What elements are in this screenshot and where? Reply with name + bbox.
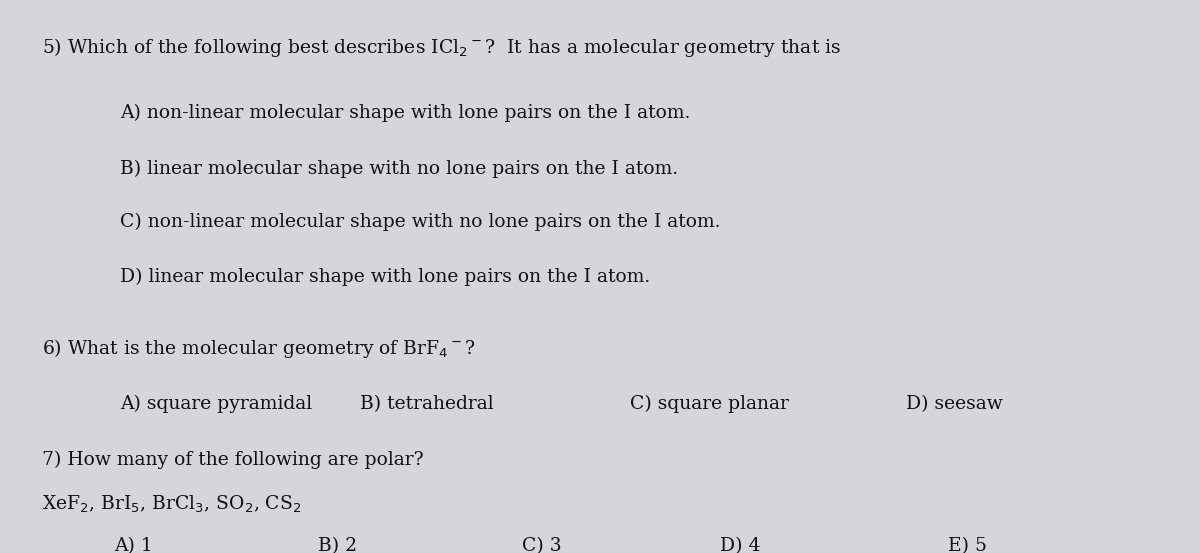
Text: C) square planar: C) square planar	[630, 394, 788, 413]
Text: B) tetrahedral: B) tetrahedral	[360, 395, 493, 413]
Text: A) 1: A) 1	[114, 537, 152, 553]
Text: D) 4: D) 4	[720, 537, 761, 553]
Text: 7) How many of the following are polar?: 7) How many of the following are polar?	[42, 451, 424, 469]
Text: C) non-linear molecular shape with no lone pairs on the I atom.: C) non-linear molecular shape with no lo…	[120, 213, 720, 232]
Text: B) linear molecular shape with no lone pairs on the I atom.: B) linear molecular shape with no lone p…	[120, 159, 678, 178]
Text: 5) Which of the following best describes ICl$_2$$^-$?  It has a molecular geomet: 5) Which of the following best describes…	[42, 35, 841, 59]
Text: A) square pyramidal: A) square pyramidal	[120, 394, 312, 413]
Text: C) 3: C) 3	[522, 537, 562, 553]
Text: A) non-linear molecular shape with lone pairs on the I atom.: A) non-linear molecular shape with lone …	[120, 104, 690, 123]
Text: 6) What is the molecular geometry of BrF$_4$$^-$?: 6) What is the molecular geometry of BrF…	[42, 337, 475, 360]
Text: D) seesaw: D) seesaw	[906, 395, 1003, 413]
Text: B) 2: B) 2	[318, 537, 358, 553]
Text: E) 5: E) 5	[948, 537, 986, 553]
Text: XeF$_2$, BrI$_5$, BrCl$_3$, SO$_2$, CS$_2$: XeF$_2$, BrI$_5$, BrCl$_3$, SO$_2$, CS$_…	[42, 494, 301, 515]
Text: D) linear molecular shape with lone pairs on the I atom.: D) linear molecular shape with lone pair…	[120, 267, 650, 286]
